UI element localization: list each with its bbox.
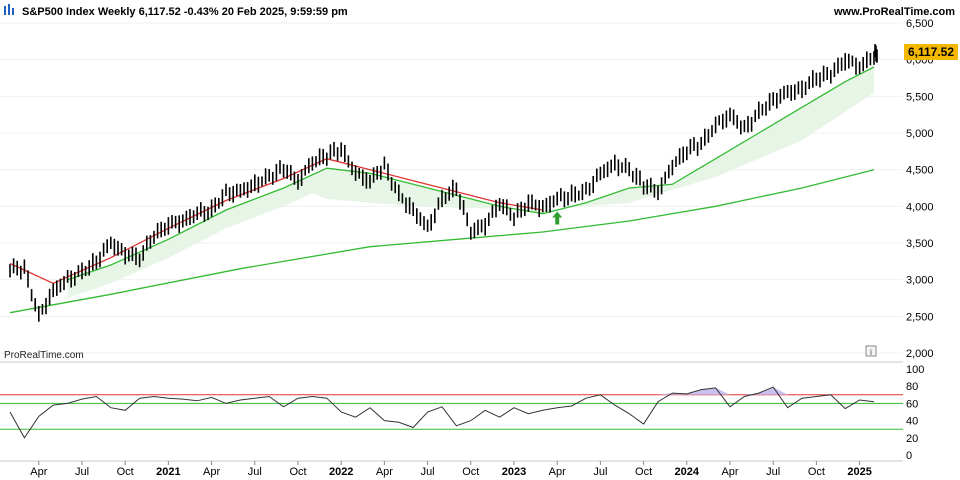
x-tick-label: 2024: [675, 466, 700, 478]
header-logo-icon: [4, 4, 14, 15]
overbought-area: [658, 393, 673, 395]
price-tick-label: 2,000: [906, 348, 934, 360]
price-tick-label: 5,000: [906, 128, 934, 140]
svg-text:i: i: [870, 348, 872, 357]
ma-green-long-line: [9, 169, 875, 314]
oscillator-tick-label: 40: [906, 416, 918, 428]
watermark-text: ProRealTime.com: [4, 350, 84, 361]
x-tick-label: Oct: [462, 466, 479, 478]
price-bars: [9, 43, 878, 322]
x-tick-label: Apr: [30, 466, 47, 478]
source-label[interactable]: www.ProRealTime.com: [833, 6, 955, 18]
buy-signal-arrow-icon: [552, 211, 563, 225]
price-gridlines: [0, 22, 903, 354]
last-value-badge: 6,117.52: [904, 44, 958, 60]
chart-title: S&P500 Index Weekly 6,117.52 -0.43% 20 F…: [22, 6, 348, 18]
price-tick-label: 5,500: [906, 91, 934, 103]
x-tick-label: Oct: [289, 466, 306, 478]
x-tick-label: Jul: [75, 466, 89, 478]
x-tick-label: Jul: [248, 466, 262, 478]
x-tick-label: Oct: [635, 466, 652, 478]
x-tick-label: Jul: [593, 466, 607, 478]
oscillator-tick-label: 20: [906, 433, 918, 445]
x-tick-label: Apr: [549, 466, 566, 478]
x-tick-label: Apr: [203, 466, 220, 478]
price-tick-label: 3,000: [906, 275, 934, 287]
x-tick-label: Oct: [808, 466, 825, 478]
signal-markers: [552, 211, 563, 225]
oscillator-tick-label: 0: [906, 450, 912, 462]
x-tick-label: Jul: [421, 466, 435, 478]
x-tick-label: 2025: [847, 466, 871, 478]
x-tick-label: 2021: [156, 466, 180, 478]
oscillator-line: [9, 386, 875, 439]
oscillator-tick-label: 60: [906, 398, 918, 410]
x-tick-label: Apr: [376, 466, 393, 478]
time-x-axis: Apr Jul Oct 2021 Apr Jul Oct 2022 Apr Jul Oct 2023 A…: [0, 460, 903, 478]
price-tick-label: 4,500: [906, 165, 934, 177]
x-tick-label: 2023: [502, 466, 526, 478]
oscillator-y-axis: 100 80 60 40 20 0: [906, 364, 924, 462]
x-tick-label: Apr: [721, 466, 738, 478]
info-icon[interactable]: i: [865, 345, 877, 357]
x-tick-label: 2022: [329, 466, 353, 478]
price-tick-label: 2,500: [906, 311, 934, 323]
last-value-label: 6,117.52: [908, 45, 954, 59]
price-tick-label: 3,500: [906, 238, 934, 250]
price-tick-label: 4,000: [906, 201, 934, 213]
oscillator-tick-label: 80: [906, 381, 918, 393]
x-tick-label: Jul: [766, 466, 780, 478]
x-tick-label: Oct: [117, 466, 134, 478]
price-tick-label: 6,500: [906, 18, 934, 30]
oscillator-tick-label: 100: [906, 364, 924, 376]
